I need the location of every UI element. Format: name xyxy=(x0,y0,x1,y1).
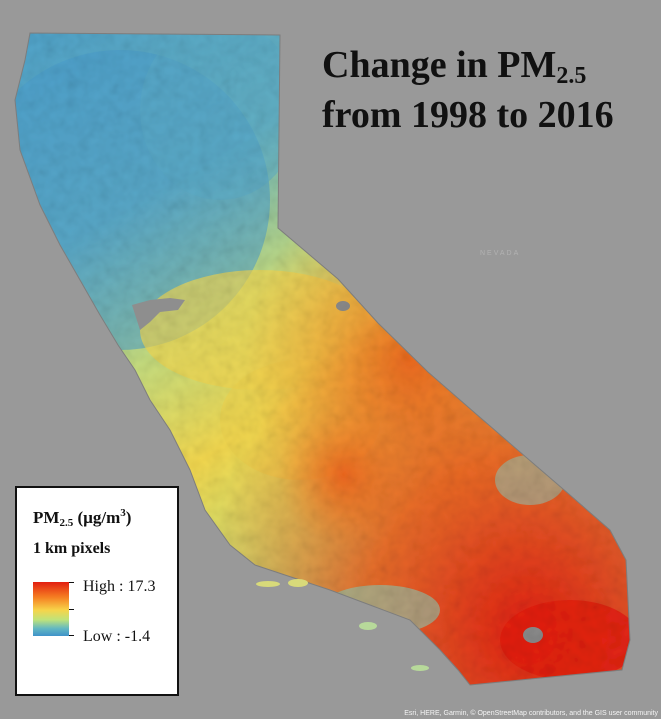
legend-unit-pre: (µg/m xyxy=(73,508,121,527)
title-line1: Change in PM xyxy=(322,44,557,86)
legend-title-main: PM xyxy=(33,508,60,527)
nevada-label: NEVADA xyxy=(480,250,521,257)
title-subscript: 2.5 xyxy=(556,63,587,89)
island-4 xyxy=(411,665,429,671)
legend-high-label: High : 17.3 xyxy=(83,578,156,595)
legend-tick-high xyxy=(69,582,74,583)
legend-color-ramp xyxy=(33,582,69,636)
legend-tick-low xyxy=(69,635,74,636)
legend-tick-mid xyxy=(69,609,74,610)
map-title: Change in PM2.5 from 1998 to 2016 xyxy=(322,40,614,140)
map-legend: PM2.5 (µg/m3) 1 km pixels High : 17.3 Lo… xyxy=(15,486,179,696)
island-3 xyxy=(359,622,377,630)
legend-subtitle: 1 km pixels xyxy=(33,540,111,557)
legend-title-sub: 2.5 xyxy=(59,517,74,529)
island-2 xyxy=(288,579,308,587)
legend-title: PM2.5 (µg/m3) xyxy=(33,507,132,529)
title-line2: from 1998 to 2016 xyxy=(322,94,614,136)
legend-low-label: Low : -1.4 xyxy=(83,628,151,645)
legend-unit-sup: 3 xyxy=(120,507,126,519)
island-1 xyxy=(256,581,280,587)
map-attribution[interactable]: Esri, HERE, Garmin, © OpenStreetMap cont… xyxy=(404,710,658,717)
legend-unit-post: ) xyxy=(125,508,132,527)
